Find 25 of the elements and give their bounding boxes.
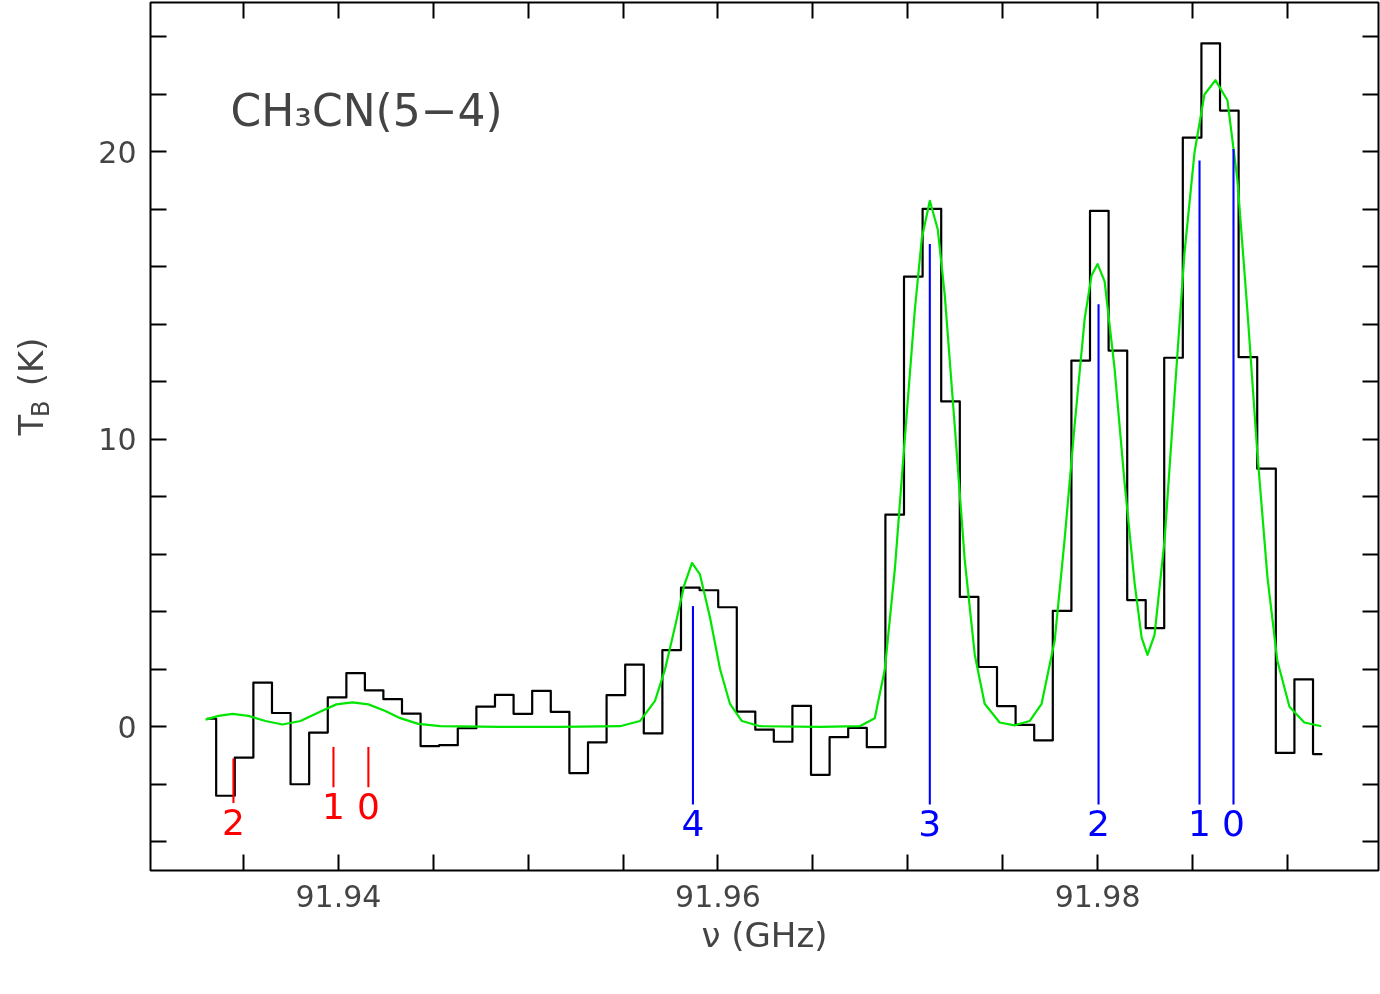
x-tick-label: 91.98 (1054, 878, 1141, 914)
annotation: 0 (1222, 803, 1245, 845)
bar (232, 758, 235, 803)
x-axis-title: ν (GHz) (701, 914, 828, 955)
annotation: 0 (356, 786, 380, 828)
annotation: 2 (221, 801, 245, 843)
bar (1097, 304, 1100, 805)
annotation: 3 (918, 803, 942, 845)
bar (1198, 160, 1201, 805)
annotation: 1 (1188, 803, 1211, 845)
x-tick-label: 91.96 (675, 878, 761, 914)
y-tick-label: 0 (117, 709, 137, 745)
annotation: 1 (322, 786, 345, 828)
bar (367, 746, 370, 788)
text: CH₃CN(5−4) (230, 85, 503, 136)
y-tick-label: 10 (98, 422, 137, 458)
bar (1232, 149, 1235, 805)
annotation: 2 (1087, 803, 1110, 845)
bar (928, 243, 931, 805)
y-tick-label: 20 (98, 134, 137, 170)
x-tick-label: 91.94 (295, 878, 382, 914)
bar (691, 606, 694, 805)
y-axis-title: TB (K) (10, 337, 55, 437)
bar (332, 746, 335, 788)
annotation: 4 (681, 803, 705, 845)
